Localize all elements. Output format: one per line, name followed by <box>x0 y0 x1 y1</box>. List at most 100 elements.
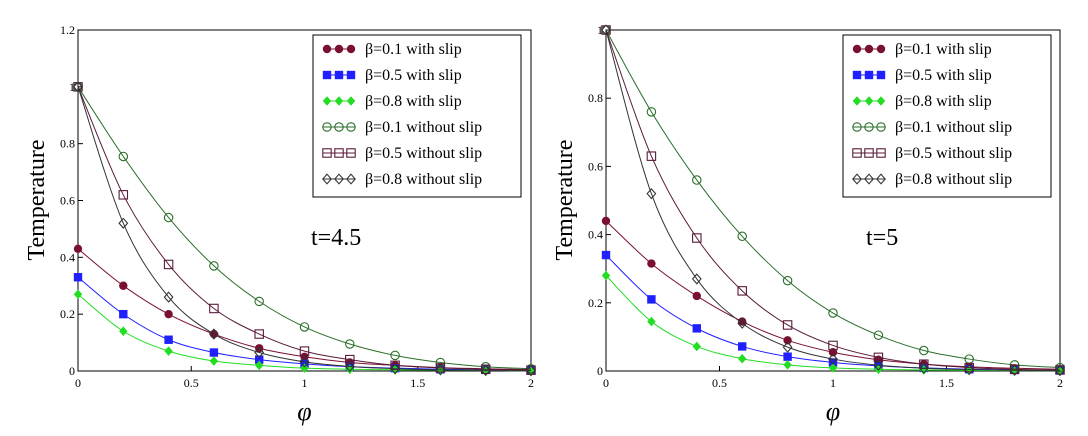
data-point <box>163 212 174 223</box>
data-point <box>647 316 656 327</box>
y-tick-label: 1 <box>597 23 603 37</box>
legend-entry-label: β=0.1 without slip <box>365 119 482 136</box>
data-point <box>828 340 838 351</box>
legend-marker <box>864 44 874 54</box>
data-point <box>646 188 657 200</box>
data-point <box>344 360 355 373</box>
data-point <box>783 360 792 370</box>
data-point <box>601 270 611 281</box>
x-tick-label: 0.5 <box>712 376 727 390</box>
data-point <box>254 296 264 307</box>
data-point <box>208 328 219 340</box>
data-point <box>163 259 174 270</box>
legend-entry-label: β=0.1 with slip <box>365 41 462 58</box>
legend-marker <box>334 44 344 54</box>
y-tick-label: 0.6 <box>588 159 603 173</box>
data-point <box>828 358 838 367</box>
left-chart-panel: 0 0.5 1 1.5 2 0 0.2 0.4 0.6 0.8 1 1.2 Temperature φ β=… <box>24 23 536 426</box>
x-tick-label: 0.5 <box>184 376 199 390</box>
data-point <box>1055 365 1065 377</box>
legend-box <box>312 34 522 198</box>
data-point <box>873 359 884 371</box>
data-point <box>737 231 747 242</box>
data-point <box>919 345 929 356</box>
legend-marker <box>322 96 332 106</box>
data-point <box>164 335 173 344</box>
x-tick-label: 2 <box>1057 376 1063 390</box>
data-point <box>345 339 355 349</box>
legend-marker <box>334 148 344 158</box>
data-point <box>209 261 219 271</box>
y-tick-label: 0.6 <box>60 194 75 208</box>
x-tick-label: 0 <box>603 376 609 390</box>
legend-entry-label: β=0.5 with slip <box>365 67 462 84</box>
data-point <box>918 362 929 374</box>
data-point <box>692 324 701 333</box>
data-point <box>435 363 446 373</box>
data-point <box>118 190 129 200</box>
legend-marker <box>876 122 886 132</box>
data-point <box>435 357 446 368</box>
data-point <box>965 365 974 376</box>
legend-marker <box>876 70 886 80</box>
data-point <box>737 317 748 329</box>
series-line <box>77 86 532 372</box>
data-point <box>601 250 611 260</box>
data-point <box>783 336 792 345</box>
legend-marker <box>864 173 874 185</box>
data-point <box>526 365 536 377</box>
data-point <box>480 364 491 377</box>
data-point <box>919 365 928 375</box>
data-point <box>209 356 219 366</box>
data-point <box>73 244 83 254</box>
data-point <box>646 107 657 117</box>
data-point <box>300 363 309 373</box>
data-point <box>692 233 702 243</box>
y-tick-label: 0.4 <box>588 228 603 242</box>
data-point <box>164 346 173 356</box>
data-point <box>390 350 400 361</box>
data-point <box>782 275 793 286</box>
legend-marker <box>346 44 356 54</box>
y-tick-label: 0.8 <box>588 91 603 105</box>
y-tick-label: 0.2 <box>588 296 603 310</box>
data-point <box>345 364 354 375</box>
x-tick-label: 0 <box>75 376 81 390</box>
data-point <box>647 259 656 268</box>
data-point <box>601 216 611 226</box>
legend-marker <box>876 44 886 54</box>
legend-marker <box>864 96 874 106</box>
data-point <box>964 364 975 376</box>
legend-marker <box>346 148 356 158</box>
legend-marker <box>852 70 862 80</box>
data-point <box>435 364 446 376</box>
data-point <box>964 362 974 373</box>
legend-marker <box>876 148 886 158</box>
legend-marker <box>876 96 886 106</box>
legend-marker <box>852 122 862 132</box>
legend-marker <box>346 173 356 185</box>
legend-marker <box>876 173 886 185</box>
data-point <box>255 355 264 364</box>
x-tick-label: 2 <box>528 376 534 390</box>
legend-marker <box>334 173 344 185</box>
legend-marker <box>322 148 332 158</box>
data-point <box>1009 364 1020 376</box>
legend-entry-label: β=0.8 without slip <box>365 171 482 188</box>
data-point <box>873 352 884 363</box>
data-point <box>828 353 838 365</box>
legend-marker <box>346 96 356 106</box>
legend-entry-label: β=0.5 with slip <box>895 67 992 84</box>
data-point <box>299 322 310 332</box>
legend-marker <box>346 122 356 132</box>
legend-marker <box>334 96 344 106</box>
legend-entry-label: β=0.8 without slip <box>895 171 1012 188</box>
data-point <box>119 326 128 337</box>
data-point <box>737 286 747 296</box>
data-point <box>873 330 884 340</box>
time-annotation: t=5 <box>866 225 898 251</box>
series-line <box>605 29 1061 369</box>
x-axis-label: φ <box>826 397 840 426</box>
data-point <box>692 175 702 185</box>
data-point <box>691 273 702 285</box>
